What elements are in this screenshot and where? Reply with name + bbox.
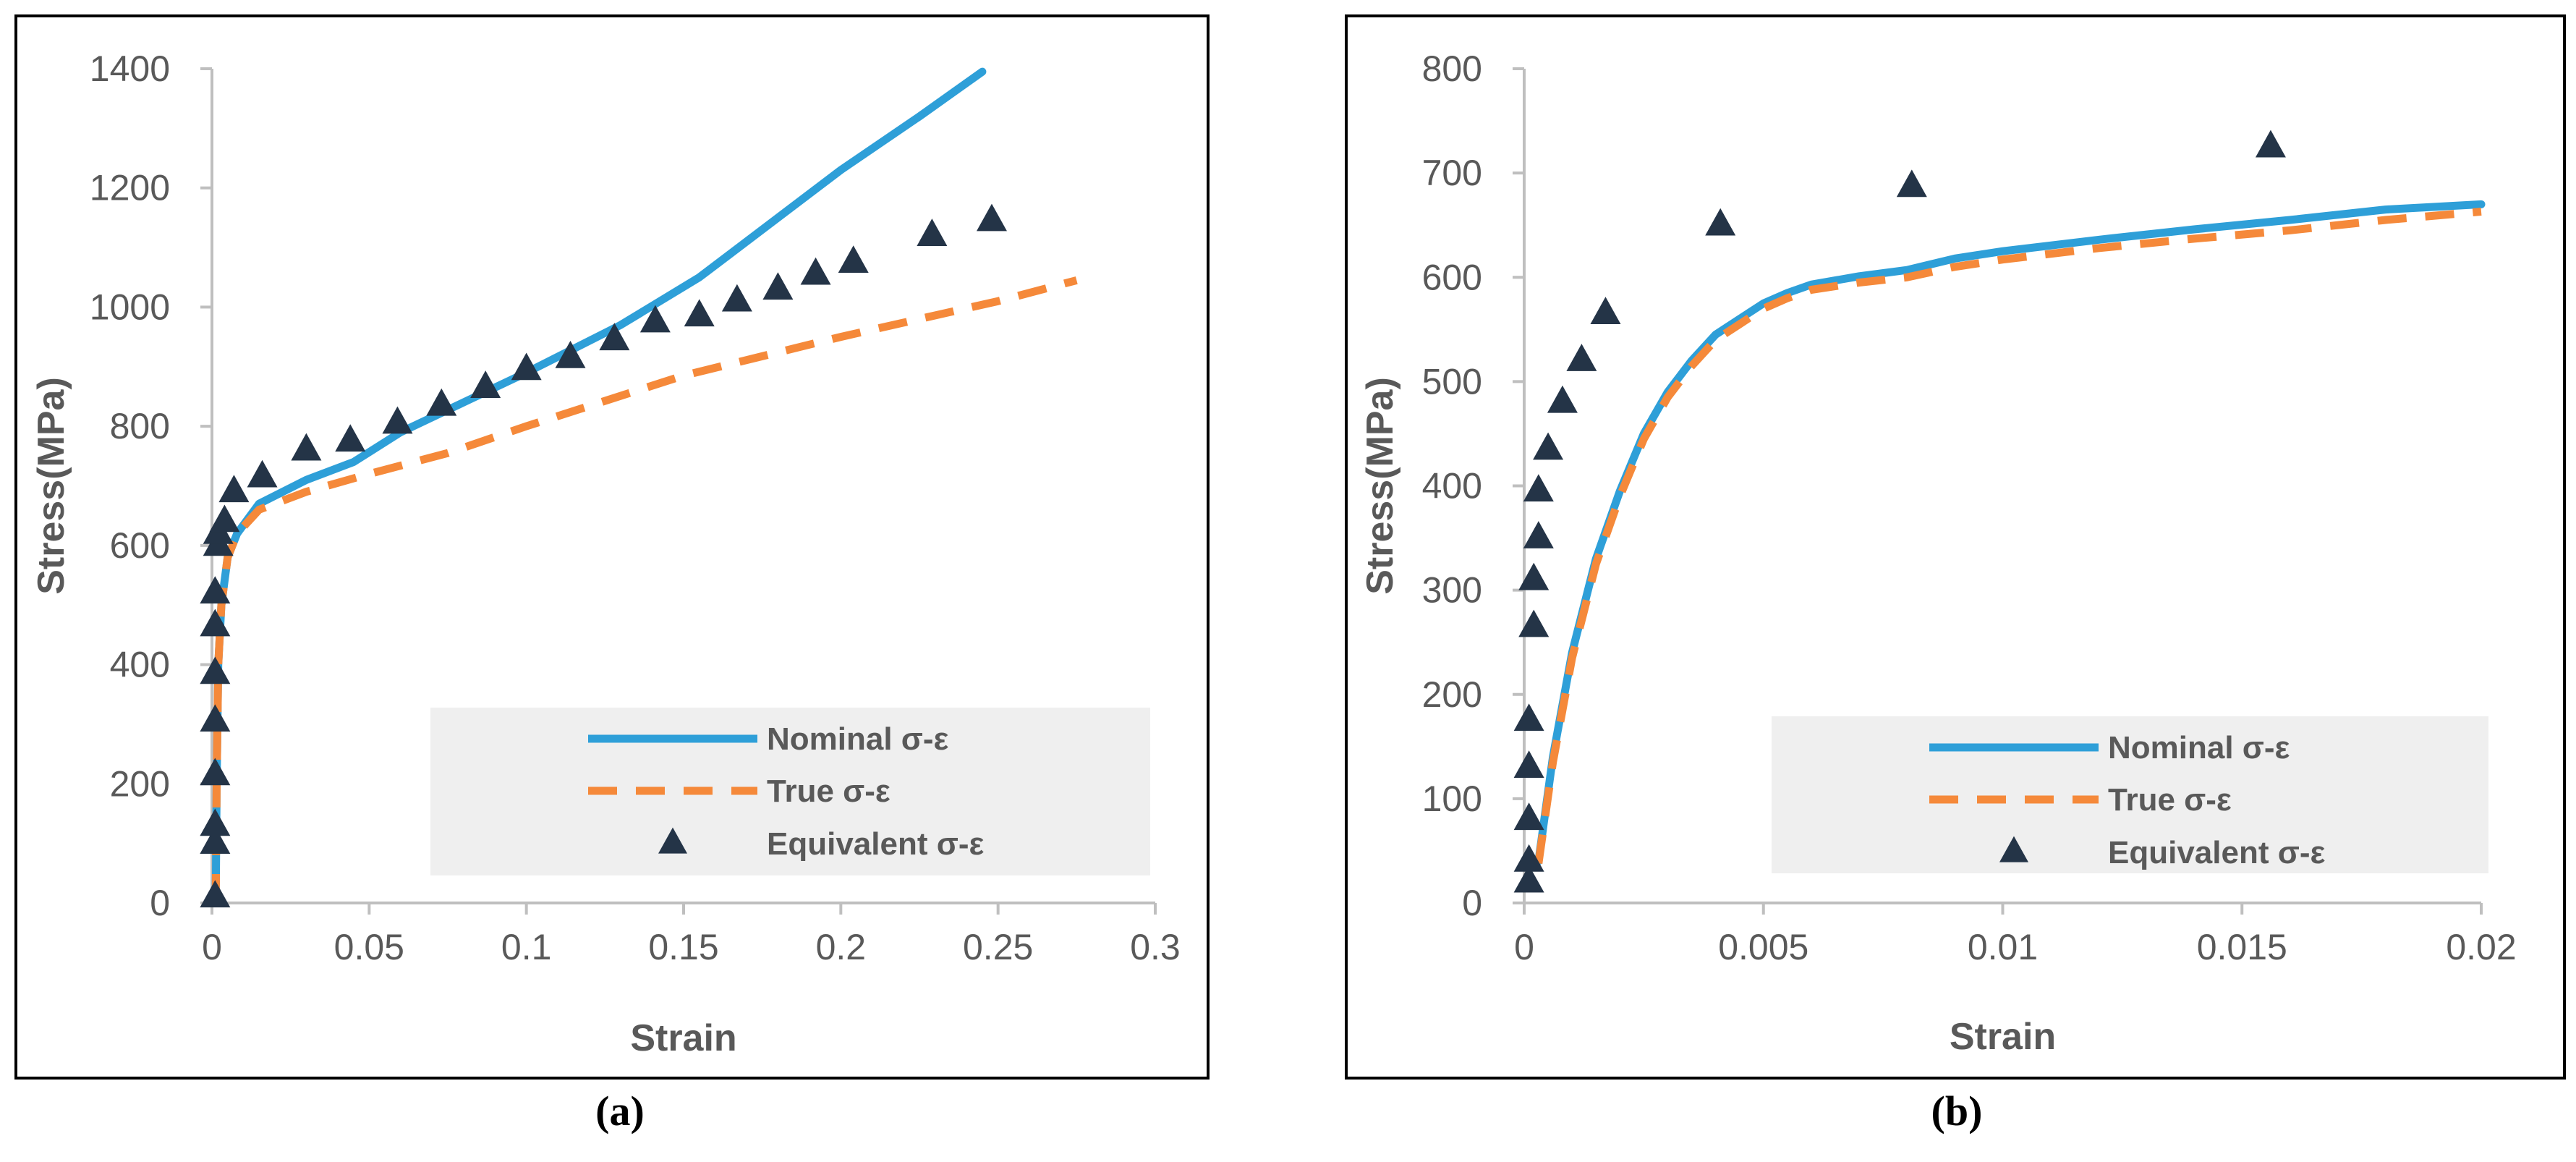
- equivalent-data-point: [1513, 703, 1544, 731]
- equivalent-data-point: [382, 406, 413, 434]
- equivalent-data-point: [639, 305, 671, 333]
- y-tick-label: 1000: [90, 287, 170, 327]
- chart-panel-b: 0 0.005 0.01 0.015 0.02 0 100 200 300 400 500 600 70…: [1345, 14, 2566, 1135]
- equivalent-data-point: [200, 758, 231, 786]
- y-tick-label: 800: [1422, 48, 1482, 89]
- y-axis-title: Stress(MPa): [1359, 377, 1401, 595]
- equivalent-data-point: [838, 245, 869, 273]
- legend-entry-label: True σ-ε: [2108, 782, 2232, 818]
- equivalent-data-point: [917, 219, 948, 246]
- x-tick-label: 0.1: [501, 927, 552, 967]
- x-tick-label: 0.015: [2197, 927, 2287, 967]
- x-axis-title: Strain: [630, 1017, 736, 1059]
- y-tick-label: 1200: [90, 168, 170, 208]
- y-tick-label: 800: [110, 406, 170, 446]
- equivalent-data-point: [1523, 521, 1554, 548]
- y-tick-label: 200: [110, 763, 170, 804]
- true-series-line: [211, 276, 1078, 904]
- y-tick-label: 700: [1422, 153, 1482, 193]
- equivalent-data-point: [800, 257, 831, 285]
- equivalent-data-point: [1513, 750, 1544, 779]
- y-tick-label: 0: [150, 883, 170, 923]
- x-tick-label: 0.3: [1130, 927, 1181, 967]
- x-tick-label: 0: [1514, 927, 1534, 967]
- y-tick-label: 100: [1422, 779, 1482, 819]
- x-tick-label: 0.25: [963, 927, 1033, 967]
- x-tick-label: 0.01: [1968, 927, 2038, 967]
- y-tick-label: 600: [110, 525, 170, 566]
- equivalent-data-point: [2255, 130, 2286, 158]
- panel-caption: (a): [595, 1087, 645, 1135]
- true-series-line: [1534, 208, 2482, 864]
- equivalent-data-point: [511, 352, 542, 381]
- equivalent-data-point: [200, 808, 231, 836]
- equivalent-data-point: [1513, 844, 1544, 872]
- equivalent-data-point: [1896, 169, 1927, 198]
- equivalent-data-point: [1590, 297, 1621, 325]
- x-tick-label: 0: [202, 927, 222, 967]
- equivalent-data-point: [426, 388, 457, 416]
- equivalent-data-point: [200, 880, 231, 908]
- equivalent-data-point: [684, 299, 715, 327]
- chart-frame: [14, 14, 1210, 1080]
- equivalent-data-point: [209, 504, 240, 533]
- legend-entry-label: Equivalent σ-ε: [767, 826, 984, 862]
- y-tick-label: 400: [110, 645, 170, 685]
- equivalent-data-point: [762, 272, 794, 300]
- panel-caption: (b): [1931, 1087, 1983, 1135]
- equivalent-data-point: [470, 370, 501, 398]
- x-tick-label: 0.02: [2446, 927, 2516, 967]
- equivalent-data-point: [200, 656, 231, 684]
- equivalent-data-point: [200, 826, 231, 854]
- y-tick-label: 200: [1422, 674, 1482, 715]
- y-axis-title: Stress(MPa): [30, 377, 72, 595]
- x-tick-label: 0.15: [648, 927, 718, 967]
- equivalent-data-point: [200, 608, 231, 637]
- equivalent-data-point: [1518, 609, 1550, 637]
- legend-entry-label: True σ-ε: [767, 773, 890, 809]
- equivalent-data-point: [1513, 865, 1544, 893]
- x-tick-label: 0.005: [1718, 927, 1808, 967]
- y-tick-label: 400: [1422, 466, 1482, 506]
- equivalent-data-point: [200, 704, 231, 732]
- equivalent-data-point: [1523, 474, 1554, 502]
- y-tick-label: 0: [1462, 883, 1482, 923]
- x-tick-label: 0.2: [816, 927, 867, 967]
- equivalent-data-point: [599, 323, 630, 351]
- equivalent-data-point: [1547, 385, 1578, 413]
- chart-frame: [1345, 14, 2566, 1080]
- equivalent-data-point: [721, 284, 752, 312]
- legend-entry-label: Nominal σ-ε: [2108, 730, 2290, 766]
- equivalent-data-point: [1566, 344, 1597, 371]
- equivalent-data-point: [218, 475, 250, 503]
- legend-box: [430, 708, 1150, 875]
- y-tick-label: 300: [1422, 570, 1482, 611]
- y-tick-label: 1400: [90, 48, 170, 89]
- equivalent-data-point: [291, 433, 322, 461]
- equivalent-data-point: [1518, 562, 1550, 590]
- equivalent-data-point: [976, 203, 1007, 232]
- y-tick-label: 600: [1422, 257, 1482, 297]
- equivalent-data-point: [335, 424, 366, 452]
- equivalent-data-point: [1705, 208, 1736, 236]
- legend-equivalent-swatch: [658, 827, 687, 854]
- legend-entry-label: Equivalent σ-ε: [2108, 835, 2325, 870]
- legend-box: [1772, 716, 2488, 873]
- legend-entry-label: Nominal σ-ε: [767, 721, 949, 757]
- x-axis-title: Strain: [1950, 1016, 2056, 1058]
- equivalent-data-point: [1513, 802, 1544, 831]
- x-tick-label: 0.05: [334, 927, 404, 967]
- chart-panel-a: 0 0.05 0.1 0.15 0.2 0.25 0.3 0 200 400 600 800 1000 1…: [14, 14, 1210, 1135]
- equivalent-data-point: [247, 459, 278, 488]
- legend-equivalent-swatch: [1999, 836, 2028, 862]
- y-tick-label: 500: [1422, 361, 1482, 402]
- equivalent-data-point: [200, 576, 231, 604]
- equivalent-data-point: [555, 340, 586, 368]
- equivalent-data-point: [1533, 432, 1564, 460]
